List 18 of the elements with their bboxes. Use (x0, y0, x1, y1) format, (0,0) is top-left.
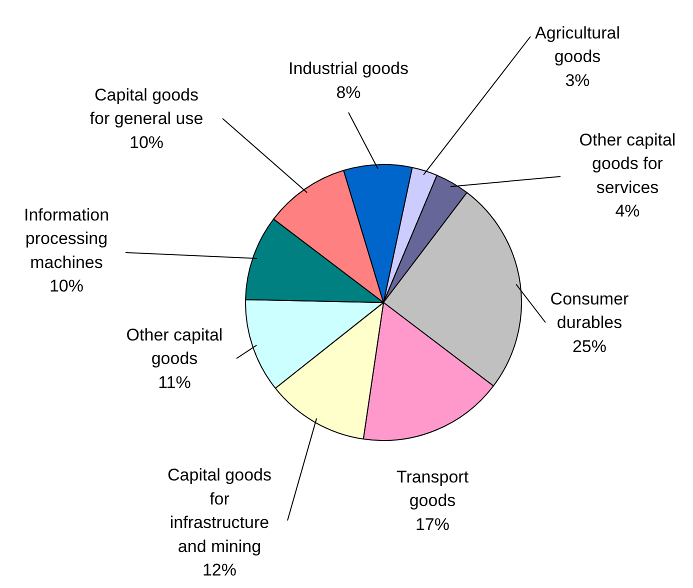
data-label: 10% (129, 132, 164, 152)
data-label: 11% (158, 372, 191, 392)
slice-label: Consumer durables (550, 289, 630, 332)
slice-label: Capital goods for infrastructure and mining (168, 466, 272, 556)
data-label: 17% (415, 514, 450, 534)
data-label: 25% (572, 336, 607, 356)
slice-label: Other capital goods (126, 325, 223, 368)
slice-label: Capital goods for general use (90, 85, 204, 128)
slice-label: Information processing machines (24, 205, 110, 272)
slice-label: Other capital goods for services (579, 130, 676, 197)
data-label: 8% (336, 82, 361, 102)
slice-label: Agricultural goods (534, 23, 620, 66)
slice-label: Transport goods (396, 467, 469, 510)
slice-label: Industrial goods (288, 59, 409, 78)
data-label: 3% (565, 70, 590, 90)
data-label: 12% (202, 560, 237, 580)
data-label: 10% (49, 276, 84, 296)
data-label: 4% (615, 202, 640, 221)
